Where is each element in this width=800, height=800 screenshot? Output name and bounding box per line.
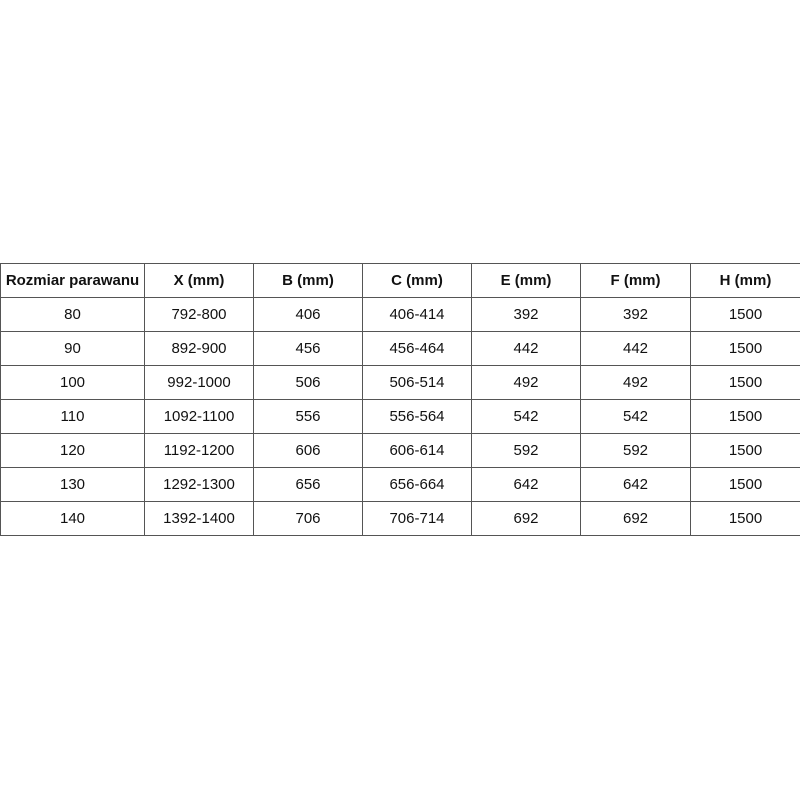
table-cell: 456-464: [362, 331, 472, 366]
table-cell: 706-714: [362, 501, 472, 536]
table-cell: 110: [0, 399, 145, 434]
table-row: 130 1292-1300 656 656-664 642 642 1500: [0, 467, 800, 502]
column-header: E (mm): [471, 263, 581, 298]
table-cell: 492: [580, 365, 691, 400]
table-cell: 140: [0, 501, 145, 536]
table-cell: 100: [0, 365, 145, 400]
table-cell: 442: [471, 331, 581, 366]
table-cell: 130: [0, 467, 145, 502]
table-row: 140 1392-1400 706 706-714 692 692 1500: [0, 501, 800, 536]
table-cell: 656-664: [362, 467, 472, 502]
column-header: Rozmiar parawanu: [0, 263, 145, 298]
table-cell: 90: [0, 331, 145, 366]
table-row: 120 1192-1200 606 606-614 592 592 1500: [0, 433, 800, 468]
table-cell: 1092-1100: [144, 399, 254, 434]
table-cell: 642: [580, 467, 691, 502]
table-cell: 592: [580, 433, 691, 468]
table-cell: 406: [253, 297, 363, 332]
table-cell: 1500: [690, 501, 800, 536]
table-cell: 542: [471, 399, 581, 434]
column-header: C (mm): [362, 263, 472, 298]
table-row: 110 1092-1100 556 556-564 542 542 1500: [0, 399, 800, 434]
table-cell: 80: [0, 297, 145, 332]
table-cell: 1500: [690, 433, 800, 468]
table-cell: 692: [471, 501, 581, 536]
table-cell: 392: [471, 297, 581, 332]
table-cell: 1500: [690, 297, 800, 332]
header-row: Rozmiar parawanu X (mm) B (mm) C (mm) E (mm)…: [0, 263, 800, 298]
table-cell: 892-900: [144, 331, 254, 366]
column-header: H (mm): [690, 263, 800, 298]
table-cell: 706: [253, 501, 363, 536]
table-cell: 556: [253, 399, 363, 434]
column-header: B (mm): [253, 263, 363, 298]
table-cell: 456: [253, 331, 363, 366]
table-cell: 1392-1400: [144, 501, 254, 536]
table-cell: 1500: [690, 399, 800, 434]
table-cell: 1192-1200: [144, 433, 254, 468]
table-cell: 606: [253, 433, 363, 468]
table-cell: 556-564: [362, 399, 472, 434]
table-cell: 120: [0, 433, 145, 468]
table-cell: 506: [253, 365, 363, 400]
table-cell: 392: [580, 297, 691, 332]
table-cell: 792-800: [144, 297, 254, 332]
table-cell: 1292-1300: [144, 467, 254, 502]
table-cell: 592: [471, 433, 581, 468]
table-cell: 656: [253, 467, 363, 502]
table-cell: 506-514: [362, 365, 472, 400]
table-cell: 1500: [690, 467, 800, 502]
table-cell: 992-1000: [144, 365, 254, 400]
table-row: 80 792-800 406 406-414 392 392 1500: [0, 297, 800, 332]
table-row: 90 892-900 456 456-464 442 442 1500: [0, 331, 800, 366]
table-cell: 1500: [690, 331, 800, 366]
table-cell: 492: [471, 365, 581, 400]
dimensions-table: Rozmiar parawanu X (mm) B (mm) C (mm) E (mm)…: [0, 263, 800, 536]
table-cell: 442: [580, 331, 691, 366]
column-header: X (mm): [144, 263, 254, 298]
table-cell: 606-614: [362, 433, 472, 468]
table-cell: 406-414: [362, 297, 472, 332]
table-cell: 542: [580, 399, 691, 434]
column-header: F (mm): [580, 263, 691, 298]
table-cell: 1500: [690, 365, 800, 400]
table-cell: 692: [580, 501, 691, 536]
table-row: 100 992-1000 506 506-514 492 492 1500: [0, 365, 800, 400]
table-cell: 642: [471, 467, 581, 502]
